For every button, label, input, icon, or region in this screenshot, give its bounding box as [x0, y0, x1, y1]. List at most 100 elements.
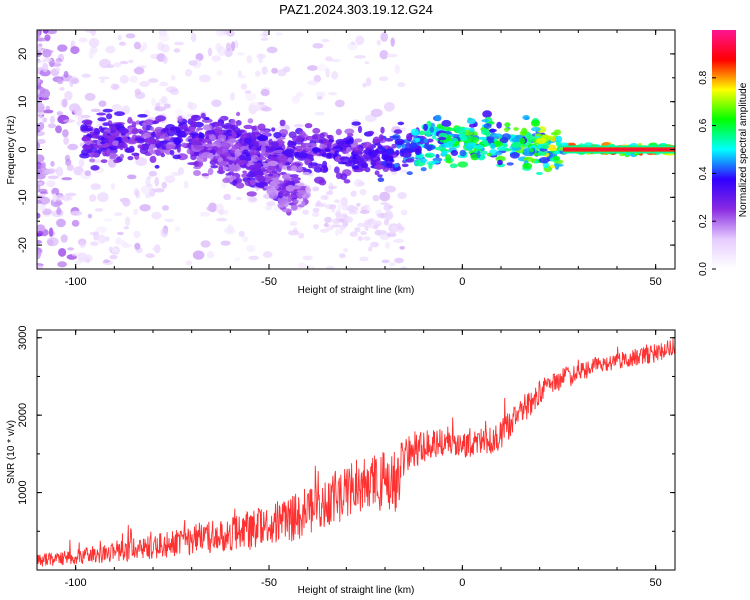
heat-cell: [298, 182, 305, 187]
heat-cell: [263, 185, 272, 189]
heat-cell: [380, 32, 389, 42]
heat-cell: [350, 41, 356, 46]
heat-cell: [389, 135, 400, 139]
heat-cell: [481, 129, 491, 136]
heat-cell: [484, 142, 490, 147]
heat-cell: [534, 160, 539, 164]
heat-cell: [289, 221, 298, 226]
heat-cell: [161, 145, 167, 150]
colorbar: 0.0 0.2 0.4 0.6 0.8 Normalized spectral ampl…: [698, 30, 749, 276]
heat-cell: [165, 144, 176, 150]
heat-cell: [128, 59, 134, 64]
heat-cell: [151, 131, 156, 137]
heat-cell: [348, 210, 358, 215]
y-tick-label: 10: [17, 96, 29, 108]
heat-cell: [218, 165, 224, 173]
heat-cell: [70, 46, 80, 55]
heat-cell: [37, 233, 42, 237]
heat-cell: [176, 145, 181, 153]
heat-cell: [546, 144, 557, 150]
heat-cell: [37, 142, 41, 150]
heat-cell: [271, 127, 276, 132]
heat-cell: [406, 133, 412, 141]
heat-cell: [118, 127, 129, 135]
heat-cell: [45, 105, 50, 111]
heat-cell: [217, 122, 222, 126]
heat-cell: [234, 129, 245, 134]
heat-cell: [344, 128, 355, 135]
heat-cell: [235, 120, 242, 126]
heat-cell: [152, 120, 160, 124]
heat-cell: [543, 136, 555, 141]
heat-cell: [84, 170, 92, 177]
x-tick-label: -50: [261, 276, 277, 288]
heat-cell: [222, 177, 231, 183]
heat-cell: [383, 204, 391, 211]
heat-cell: [222, 152, 231, 156]
heat-cell: [312, 133, 322, 140]
heat-cell: [319, 228, 330, 233]
heat-cell: [539, 148, 548, 152]
heat-cell: [312, 207, 320, 213]
heat-cell: [288, 194, 298, 199]
heat-cell: [131, 128, 139, 135]
heat-cell: [488, 128, 497, 133]
heat-cell: [134, 137, 146, 142]
heat-cell: [431, 160, 441, 164]
heat-cell: [394, 64, 401, 74]
heat-cell: [364, 61, 370, 65]
heat-cell: [262, 30, 269, 37]
heat-cell: [85, 149, 93, 154]
heat-cell: [321, 38, 330, 43]
heat-cell: [216, 30, 225, 37]
heat-cell: [162, 205, 169, 211]
heat-cell: [482, 110, 492, 118]
heat-cell: [250, 137, 257, 141]
heat-cell: [314, 138, 320, 144]
y-tick-label: -20: [17, 237, 29, 253]
heat-cell: [210, 134, 216, 142]
heat-cell: [307, 65, 318, 71]
heat-cell: [162, 56, 168, 64]
y-tick-label: 2000: [17, 403, 29, 427]
heat-cell: [362, 221, 373, 228]
heat-cell: [379, 191, 391, 202]
heat-cell: [42, 62, 49, 73]
heat-cell: [121, 105, 131, 115]
snr-panel: -100 -50 0 50 1000 2000 3000 Height of straigh…: [6, 325, 676, 596]
heat-cell: [119, 60, 129, 65]
heat-cell: [326, 153, 332, 158]
heat-cell: [424, 154, 433, 158]
heat-cell: [357, 181, 365, 187]
colorbar-tick-label: 0.6: [698, 118, 709, 132]
heat-cell: [150, 126, 154, 131]
heat-cell: [228, 165, 239, 172]
heat-cell: [302, 209, 310, 215]
heat-cell: [70, 210, 83, 216]
heat-cell: [67, 247, 75, 251]
heat-cell: [267, 173, 274, 177]
heat-cell: [85, 30, 97, 33]
heat-cell: [506, 162, 514, 166]
heat-cell: [317, 95, 323, 100]
heat-cell: [117, 142, 128, 149]
heat-cell: [347, 133, 354, 137]
heat-cell: [343, 248, 349, 253]
snr-series-line: [37, 338, 675, 567]
heat-cell: [60, 234, 68, 243]
heat-cell: [162, 127, 169, 133]
heat-cell: [555, 135, 563, 143]
heat-cell: [173, 48, 181, 53]
heat-cell: [96, 139, 103, 147]
heat-cell: [370, 108, 383, 118]
heat-cell: [148, 170, 157, 177]
heat-cell: [457, 161, 469, 168]
heat-cell: [340, 173, 348, 181]
heat-cell: [504, 127, 509, 133]
heat-cell: [260, 37, 268, 41]
heat-cell: [187, 162, 198, 166]
heat-cell: [266, 201, 276, 207]
heat-cell: [238, 154, 246, 161]
heat-cell: [267, 146, 276, 152]
